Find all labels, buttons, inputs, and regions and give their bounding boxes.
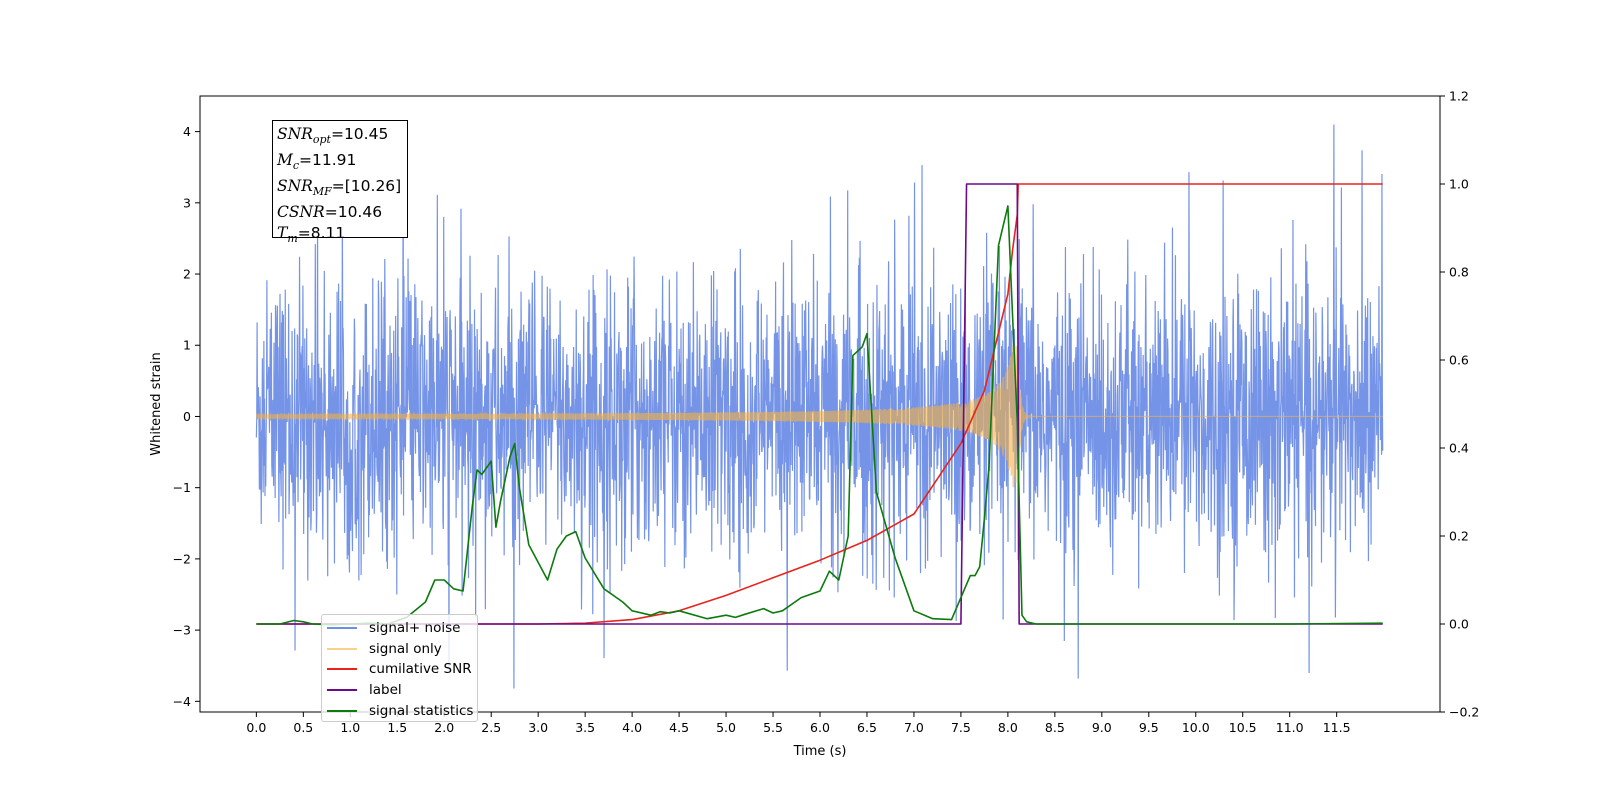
x-tick-label: 2.0	[434, 720, 454, 735]
y-tick-label: 3	[183, 195, 191, 210]
y-tick-label: 0	[183, 409, 191, 424]
y-tick-label: −2	[173, 551, 191, 566]
y-tick-label: 1	[183, 338, 191, 353]
legend: signal+ noise signal only cumilative SNR…	[321, 614, 478, 722]
series-signal-noise	[255, 124, 1384, 689]
info-tm: Tm=8.11	[277, 224, 346, 246]
x-tick-label: 4.0	[622, 720, 642, 735]
x-tick-label: 11.5	[1323, 720, 1351, 735]
x-tick-label: 2.5	[481, 720, 501, 735]
x-tick-label: 10.0	[1182, 720, 1210, 735]
x-tick-label: 8.0	[998, 720, 1018, 735]
x-tick-label: 9.5	[1139, 720, 1159, 735]
y-tick-label: 2	[183, 267, 191, 282]
y-tick-label: 4	[183, 124, 191, 139]
legend-item-cumulative-snr: cumilative SNR	[327, 659, 477, 680]
x-tick-label: 0.5	[293, 720, 313, 735]
x-tick-label: 1.5	[387, 720, 407, 735]
series-cumulative-snr	[256, 183, 1383, 625]
series-signal-statistics	[256, 205, 1383, 626]
info-snr-opt: SNRopt=10.45	[277, 125, 389, 147]
x-tick-label: 9.0	[1092, 720, 1112, 735]
y2-tick-label: 0.8	[1449, 265, 1469, 280]
x-tick-label: 5.5	[763, 720, 783, 735]
x-tick-label: 10.5	[1229, 720, 1257, 735]
x-tick-label: 11.0	[1276, 720, 1304, 735]
y-tick-label: −1	[173, 480, 191, 495]
x-tick-label: 8.5	[1045, 720, 1065, 735]
info-box: SNRopt=10.45 Mc=11.91 SNRMF=[10.26] CSNR…	[272, 120, 408, 245]
info-mc: Mc=11.91	[277, 151, 357, 173]
series-signal-only	[255, 345, 1383, 488]
info-csnr: CSNR=10.46	[277, 203, 383, 222]
x-tick-label: 3.0	[528, 720, 548, 735]
plot-layer	[255, 124, 1384, 689]
y-axis-left-ticks: −4 −3 −2 −1 0 1 2 3 4	[173, 124, 200, 709]
y2-tick-label: −0.2	[1449, 705, 1479, 720]
x-tick-label: 6.0	[810, 720, 830, 735]
x-tick-label: 1.0	[340, 720, 360, 735]
y-axis-label: Whitened strain	[149, 352, 164, 455]
legend-item-label: label	[327, 680, 477, 701]
legend-item-signal-noise: signal+ noise	[327, 618, 477, 639]
info-snr-mf: SNRMF=[10.26]	[277, 177, 402, 199]
x-tick-label: 5.0	[716, 720, 736, 735]
legend-item-signal-statistics: signal statistics	[327, 700, 477, 721]
y-axis-right-ticks: −0.2 0.0 0.2 0.4 0.6 0.8 1.0 1.2	[1440, 89, 1479, 720]
x-tick-label: 4.5	[669, 720, 689, 735]
y2-tick-label: 0.4	[1449, 441, 1469, 456]
x-tick-label: 6.5	[857, 720, 877, 735]
y2-tick-label: 1.2	[1449, 89, 1469, 104]
y2-tick-label: 0.2	[1449, 529, 1469, 544]
legend-item-signal-only: signal only	[327, 639, 477, 660]
x-tick-label: 0.0	[246, 720, 266, 735]
x-tick-label: 7.0	[904, 720, 924, 735]
y2-tick-label: 0.6	[1449, 353, 1469, 368]
y-tick-label: −4	[173, 694, 191, 709]
x-tick-label: 3.5	[575, 720, 595, 735]
y-tick-label: −3	[173, 623, 191, 638]
x-axis-label: Time (s)	[793, 744, 847, 759]
x-axis-ticks: 0.0 0.5 1.0 1.5 2.0 2.5 3.0 3.5 4.0 4.5 5.0 5.5 6.0 6…	[246, 712, 1351, 735]
y2-tick-label: 1.0	[1449, 177, 1469, 192]
x-tick-label: 7.5	[951, 720, 971, 735]
y2-tick-label: 0.0	[1449, 617, 1469, 632]
